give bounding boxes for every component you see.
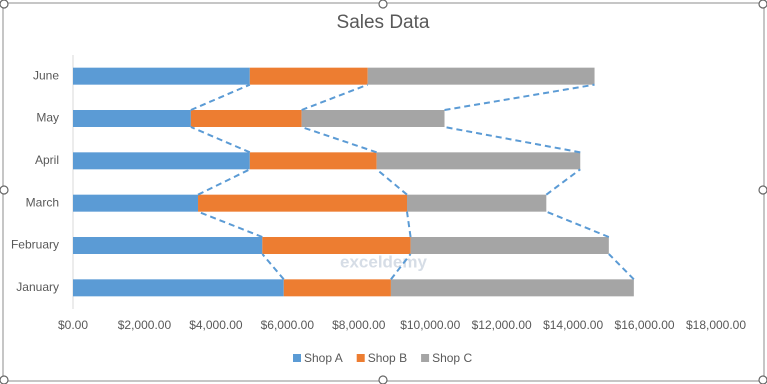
series-line <box>190 126 251 154</box>
x-tick-label: $6,000.00 <box>261 318 315 332</box>
x-tick-label: $10,000.00 <box>400 318 460 332</box>
x-tick-label: $2,000.00 <box>118 318 172 332</box>
y-tick-label: May <box>36 111 59 125</box>
x-tick-label: $16,000.00 <box>615 318 675 332</box>
bar-segment <box>249 67 368 85</box>
bar-segment <box>262 237 411 254</box>
bar-segment <box>301 110 445 127</box>
bar-segment <box>249 152 377 170</box>
series-line <box>375 168 408 196</box>
legend-label: Shop B <box>368 351 407 365</box>
bar-segment <box>410 237 609 254</box>
series-line <box>390 253 412 280</box>
x-tick-label: $18,000.00 <box>686 318 746 332</box>
y-tick-label: April <box>35 153 59 167</box>
x-tick-label: $0.00 <box>58 318 88 332</box>
bar-segment <box>73 194 199 212</box>
series-line <box>261 253 285 280</box>
legend-label: Shop C <box>432 351 472 365</box>
legend-swatch <box>421 354 430 362</box>
series-line <box>197 210 263 238</box>
bar-segment <box>283 279 391 297</box>
bar-segment <box>73 279 284 297</box>
x-tick-label: $12,000.00 <box>472 318 532 332</box>
bar-segment <box>73 237 263 254</box>
series-line <box>190 83 251 111</box>
x-tick-label: $8,000.00 <box>332 318 386 332</box>
series-line <box>301 83 369 111</box>
bar-segment <box>73 110 191 127</box>
x-tick-label: $4,000.00 <box>189 318 243 332</box>
bar-segment <box>190 110 302 127</box>
series-line <box>608 253 635 281</box>
y-tick-label: June <box>33 68 59 82</box>
bar-segment <box>376 152 581 170</box>
legend: Shop A Shop B Shop C <box>293 351 472 365</box>
bar-segment <box>73 67 250 85</box>
series-line <box>444 83 595 111</box>
bar-segment <box>198 194 408 212</box>
y-tick-label: January <box>16 280 59 294</box>
bar-segment <box>407 194 547 212</box>
bar-segment <box>73 152 250 170</box>
series-line <box>444 126 581 154</box>
bar-segment <box>367 67 595 85</box>
series-line <box>545 168 581 196</box>
legend-label: Shop A <box>304 351 343 365</box>
series-line <box>545 210 610 238</box>
series-line <box>301 126 377 154</box>
legend-swatch <box>293 354 301 362</box>
y-tick-label: March <box>26 195 59 209</box>
y-tick-label: February <box>11 238 59 252</box>
x-tick-label: $14,000.00 <box>543 318 603 332</box>
bar-segment <box>390 279 634 297</box>
watermark: exceldemy <box>340 252 427 271</box>
chart-title: Sales Data <box>337 12 430 33</box>
legend-swatch <box>356 354 365 362</box>
series-line <box>406 211 412 238</box>
